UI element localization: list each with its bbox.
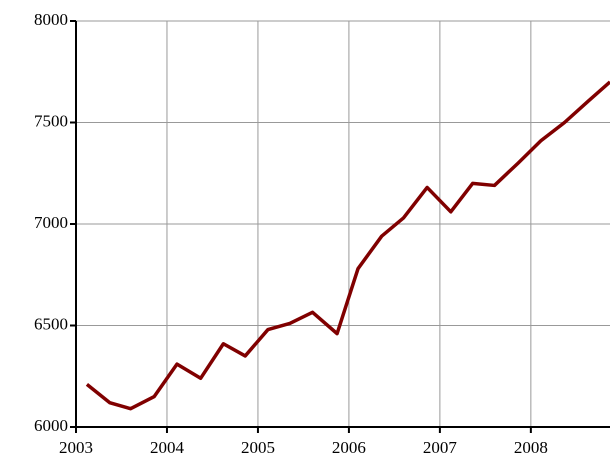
series-line: [85, 80, 610, 411]
y-tick-label: 7000: [34, 213, 68, 232]
y-tick-label: 7500: [34, 111, 68, 130]
y-tick-label: 8000: [34, 10, 68, 29]
x-tick-label: 2003: [59, 438, 93, 457]
y-tick-label: 6000: [34, 416, 68, 435]
x-tick-label: 2006: [332, 438, 366, 457]
x-tick-label: 2004: [150, 438, 185, 457]
x-tick-label: 2008: [514, 438, 548, 457]
y-tick-label: 6500: [34, 314, 68, 333]
x-tick-label: 2005: [241, 438, 275, 457]
x-tick-label: 2007: [423, 438, 458, 457]
